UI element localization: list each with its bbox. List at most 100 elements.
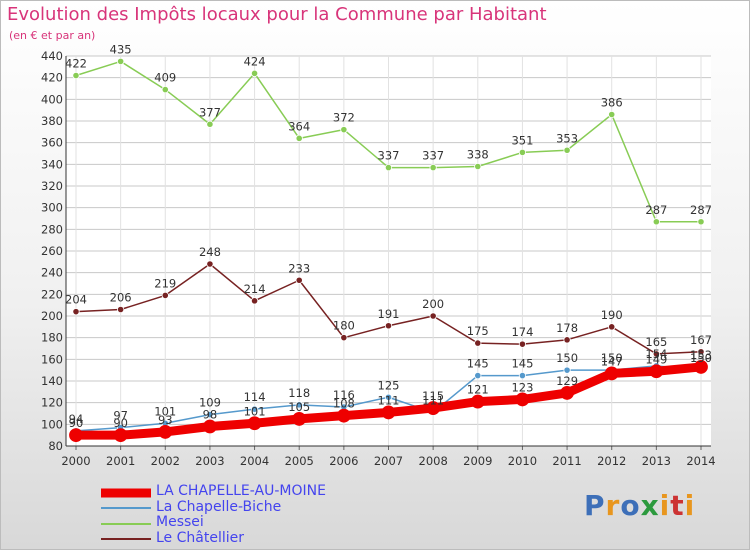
y-tick-label: 340 bbox=[41, 157, 63, 171]
logo-letter: i bbox=[659, 489, 671, 522]
data-label: 114 bbox=[244, 390, 266, 404]
data-point bbox=[384, 393, 393, 401]
data-label: 178 bbox=[556, 321, 578, 335]
data-label: 364 bbox=[288, 119, 310, 133]
data-point bbox=[429, 312, 437, 320]
x-tick-label: 2000 bbox=[61, 454, 90, 468]
logo-letter: P bbox=[584, 489, 606, 522]
data-point bbox=[250, 297, 259, 305]
y-tick-label: 100 bbox=[41, 417, 63, 431]
data-point bbox=[69, 428, 83, 443]
data-point bbox=[203, 419, 217, 434]
data-label: 129 bbox=[556, 374, 578, 388]
x-tick-label: 2012 bbox=[597, 454, 626, 468]
data-label: 409 bbox=[154, 71, 176, 85]
y-tick-label: 160 bbox=[41, 352, 63, 366]
data-point bbox=[470, 394, 485, 409]
data-point bbox=[336, 408, 351, 423]
data-label: 150 bbox=[690, 351, 712, 365]
y-tick-label: 220 bbox=[41, 287, 63, 301]
data-point bbox=[474, 339, 482, 347]
data-label: 90 bbox=[113, 416, 128, 430]
data-point bbox=[426, 401, 441, 415]
data-label: 386 bbox=[601, 96, 623, 110]
data-label: 377 bbox=[199, 105, 221, 119]
data-point bbox=[117, 305, 125, 314]
data-point bbox=[250, 69, 259, 77]
data-point bbox=[604, 366, 619, 381]
data-label: 353 bbox=[556, 131, 578, 145]
data-label: 219 bbox=[154, 276, 176, 290]
data-point bbox=[161, 85, 169, 94]
x-tick-label: 2003 bbox=[195, 454, 224, 468]
data-point bbox=[161, 291, 169, 300]
data-label: 105 bbox=[288, 400, 310, 414]
data-label: 109 bbox=[199, 396, 221, 410]
data-label: 154 bbox=[645, 347, 667, 361]
data-point bbox=[206, 260, 214, 268]
y-tick-label: 380 bbox=[41, 114, 63, 128]
data-label: 214 bbox=[244, 282, 266, 296]
data-label: 149 bbox=[645, 352, 667, 366]
data-label: 338 bbox=[467, 148, 489, 162]
data-label: 424 bbox=[244, 54, 266, 68]
y-tick-label: 280 bbox=[41, 222, 63, 236]
data-point bbox=[292, 412, 307, 426]
data-point bbox=[384, 163, 393, 172]
data-point bbox=[649, 364, 664, 379]
logo-letter: r bbox=[605, 489, 621, 522]
data-label: 123 bbox=[511, 380, 533, 394]
data-point bbox=[652, 350, 660, 358]
data-label: 145 bbox=[467, 357, 489, 371]
data-point bbox=[295, 134, 303, 142]
x-tick-label: 2014 bbox=[686, 454, 715, 468]
data-label: 111 bbox=[378, 393, 400, 407]
logo-letter: i bbox=[684, 489, 696, 522]
x-tick-label: 2001 bbox=[106, 454, 135, 468]
data-point bbox=[608, 110, 616, 119]
y-tick-label: 260 bbox=[41, 244, 63, 258]
x-tick-label: 2009 bbox=[463, 454, 492, 468]
data-label: 174 bbox=[511, 325, 533, 339]
legend-label: LA CHAPELLE-AU-MOINE bbox=[156, 483, 326, 499]
data-point bbox=[250, 405, 259, 413]
x-tick-label: 2002 bbox=[151, 454, 180, 468]
data-point bbox=[515, 392, 530, 407]
data-label: 337 bbox=[422, 149, 444, 163]
y-tick-label: 320 bbox=[41, 179, 63, 193]
logo-letter: t bbox=[670, 489, 685, 522]
data-point bbox=[697, 348, 705, 356]
data-label: 125 bbox=[378, 378, 400, 392]
data-label: 167 bbox=[690, 333, 712, 347]
y-tick-label: 420 bbox=[41, 71, 63, 85]
data-label: 118 bbox=[288, 386, 310, 400]
logo-letter: o bbox=[620, 489, 641, 522]
data-point bbox=[608, 323, 616, 331]
data-point bbox=[518, 148, 527, 157]
x-tick-label: 2008 bbox=[419, 454, 448, 468]
data-label: 150 bbox=[601, 351, 623, 365]
data-point bbox=[158, 425, 173, 439]
data-label: 191 bbox=[378, 307, 400, 321]
data-point bbox=[247, 416, 262, 431]
data-label: 115 bbox=[422, 389, 444, 403]
x-tick-label: 2006 bbox=[329, 454, 358, 468]
x-tick-label: 2005 bbox=[285, 454, 314, 468]
data-label: 165 bbox=[645, 335, 667, 349]
x-tick-label: 2004 bbox=[240, 454, 269, 468]
data-label: 97 bbox=[113, 409, 128, 423]
data-point bbox=[206, 410, 214, 419]
legend-swatch bbox=[101, 507, 151, 510]
data-point bbox=[206, 120, 214, 128]
legend-swatch bbox=[101, 522, 151, 525]
logo-letter: x bbox=[640, 489, 660, 522]
proxiti-logo: Proxiti bbox=[584, 489, 695, 522]
data-label: 121 bbox=[467, 383, 489, 397]
y-tick-label: 80 bbox=[48, 439, 63, 453]
data-label: 180 bbox=[333, 319, 355, 333]
data-label: 145 bbox=[511, 357, 533, 371]
legend-swatch bbox=[101, 538, 151, 541]
data-label: 94 bbox=[69, 412, 84, 426]
